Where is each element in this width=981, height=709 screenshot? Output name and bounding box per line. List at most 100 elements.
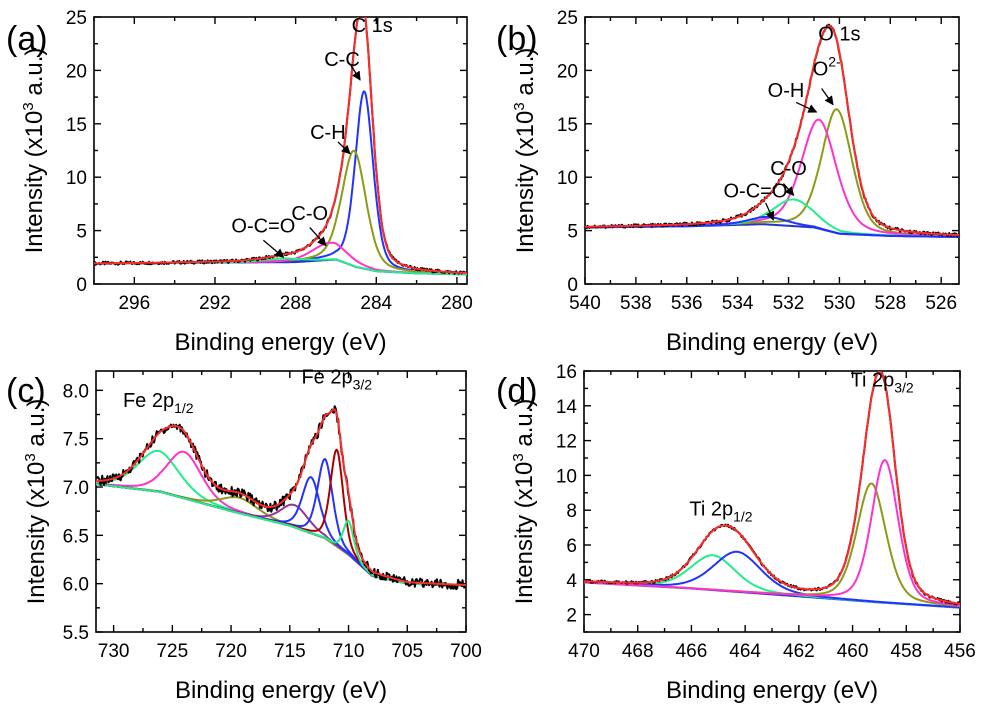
x-tick-label: 470	[568, 641, 600, 662]
peak-label: C-H	[310, 122, 346, 144]
y-tick-label: 6	[566, 536, 577, 557]
annotation-arrow	[349, 63, 361, 81]
component-peak	[96, 483, 466, 587]
peak-label: Ti 2p3/2	[851, 370, 914, 396]
y-axis-title: Intensity (x103 a.u.)	[511, 48, 539, 254]
raw-data-line	[585, 23, 959, 238]
y-tick-label: 8	[566, 501, 577, 522]
annotation-arrow	[782, 183, 795, 197]
component-peak	[94, 90, 467, 275]
component-peak	[96, 476, 466, 587]
x-tick-label: 460	[837, 641, 869, 662]
peak-label: Fe 2p3/2	[301, 367, 372, 393]
plot-frame	[95, 370, 467, 633]
y-tick-label: 20	[66, 61, 87, 82]
annotation-arrow	[821, 88, 834, 106]
x-axis-title: Binding energy (eV)	[666, 677, 878, 704]
x-axis-title: Binding energy (eV)	[175, 677, 387, 704]
y-tick-label: 10	[556, 466, 577, 487]
x-tick-label: 288	[280, 293, 312, 314]
annotation-arrow	[262, 239, 285, 258]
plot-frame	[93, 16, 468, 285]
peak-label: O-C=O	[231, 216, 295, 238]
panel-label: (b)	[496, 20, 538, 58]
y-tick-label: 25	[66, 8, 87, 29]
raw-data-line	[96, 405, 466, 591]
y-tick-label: 5	[567, 222, 578, 243]
x-tick-label: 296	[118, 293, 150, 314]
panel-2: (c) 730 725 720 715 710 705 700 5.5 6.0 6.5 7.0 7.5 8…	[6, 367, 482, 704]
y-axis-title: Intensity (x103 a.u.)	[20, 48, 48, 254]
peak-label: Fe 2p1/2	[123, 390, 194, 416]
x-tick-label: 540	[569, 293, 601, 314]
panel-label: (a)	[6, 20, 48, 58]
x-tick-label: 528	[874, 293, 906, 314]
y-tick-label: 12	[556, 432, 577, 453]
panel-1: (b) 540 538 536 534 532 530 528 526 0 5 10 15 20 25 Bin…	[496, 8, 960, 356]
y-tick-label: 16	[556, 362, 577, 383]
curves	[96, 405, 466, 591]
curves	[584, 371, 960, 609]
x-tick-label: 280	[441, 293, 473, 314]
panel-label: (c)	[6, 372, 46, 410]
component-peak	[96, 483, 466, 587]
y-tick-label: 15	[66, 115, 87, 136]
y-tick-label: 10	[557, 168, 578, 189]
x-tick-label: 720	[215, 641, 247, 662]
annotation-arrow	[795, 101, 818, 113]
y-tick-label: 25	[557, 8, 578, 29]
plot-frame	[584, 16, 960, 285]
y-tick-label: 20	[557, 61, 578, 82]
x-tick-label: 468	[622, 641, 654, 662]
component-peak	[584, 459, 960, 607]
x-tick-label: 530	[824, 293, 856, 314]
x-tick-label: 464	[729, 641, 761, 662]
peak-label: O-C=O	[724, 180, 788, 202]
component-peak	[96, 450, 466, 587]
y-tick-label: 10	[66, 168, 87, 189]
x-axis-title: Binding energy (eV)	[666, 329, 878, 356]
component-peak	[96, 483, 466, 587]
curves	[585, 23, 959, 238]
fit-envelope-line	[584, 371, 960, 605]
x-tick-label: 534	[722, 293, 754, 314]
annotation-arrow	[765, 202, 775, 221]
component-peak	[96, 449, 466, 587]
x-tick-label: 284	[360, 293, 392, 314]
y-tick-label: 14	[556, 397, 578, 418]
peak-label: C 1s	[352, 15, 393, 37]
y-tick-label: 4	[566, 571, 577, 592]
x-tick-label: 730	[98, 641, 130, 662]
x-tick-label: 700	[450, 641, 482, 662]
y-axis-title: Intensity (x103 a.u.)	[510, 399, 538, 605]
panel-label: (d)	[496, 372, 538, 410]
x-tick-label: 710	[333, 641, 365, 662]
x-tick-label: 532	[773, 293, 805, 314]
y-tick-label: 6.5	[63, 526, 89, 547]
y-axis-title: Intensity (x103 a.u.)	[22, 399, 50, 605]
annotation-arrow	[337, 141, 351, 155]
panel-0: (a) 296 292 288 284 280 0 5 10 15 20 25 Binding ener…	[6, 8, 473, 356]
y-tick-label: 8.0	[63, 381, 89, 402]
y-tick-label: 2	[566, 606, 577, 627]
y-tick-label: 5	[76, 222, 87, 243]
annotation-arrow	[309, 226, 327, 247]
peak-label: O2-	[813, 54, 841, 81]
x-tick-label: 456	[944, 641, 976, 662]
x-tick-label: 292	[199, 293, 231, 314]
x-axis-title: Binding energy (eV)	[174, 329, 386, 356]
y-tick-label: 5.5	[63, 623, 89, 644]
y-tick-label: 6.0	[63, 575, 89, 596]
x-tick-label: 458	[890, 641, 922, 662]
raw-data-line	[584, 371, 960, 606]
y-tick-label: 7.5	[63, 430, 89, 451]
peak-label: C-C	[324, 49, 360, 71]
x-tick-label: 538	[620, 293, 652, 314]
fit-envelope-line	[96, 408, 466, 586]
x-tick-label: 715	[274, 641, 306, 662]
peak-label: Ti 2p1/2	[689, 498, 752, 524]
component-peak	[584, 550, 960, 609]
x-tick-label: 536	[671, 293, 703, 314]
background-line	[96, 483, 466, 587]
y-tick-label: 7.0	[63, 478, 89, 499]
